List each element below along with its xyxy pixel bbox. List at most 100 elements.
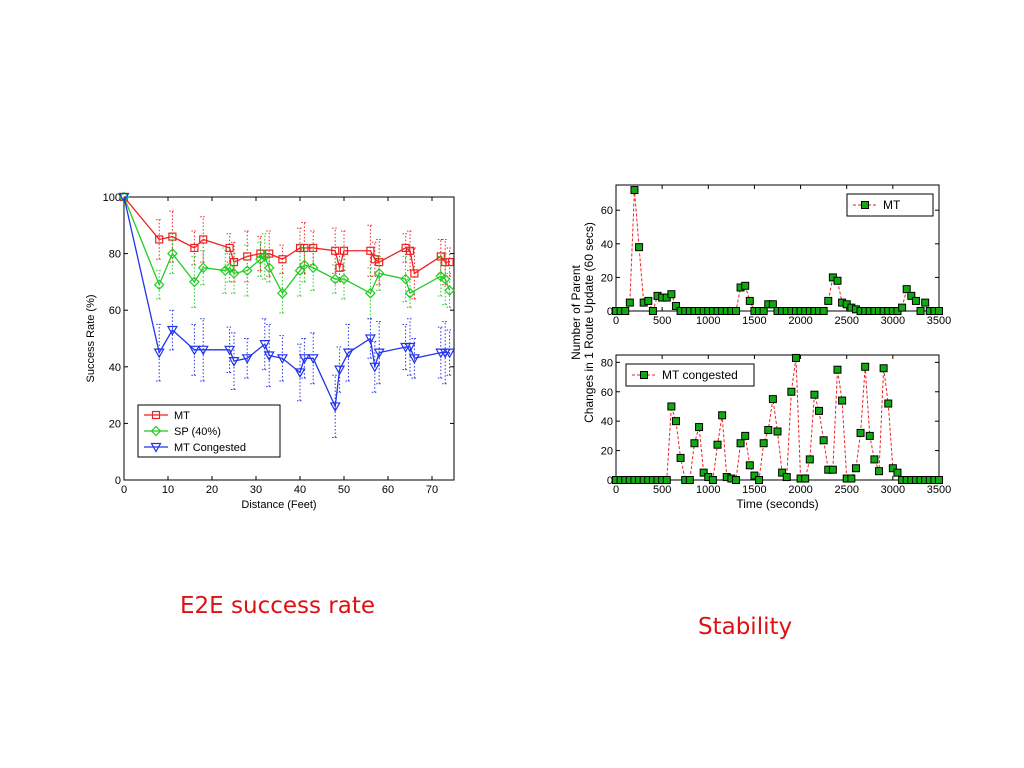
series-mt-congested bbox=[118, 192, 456, 439]
data-point bbox=[190, 243, 199, 253]
legend-box bbox=[625, 363, 755, 387]
stability-top-ytick-label: 0 bbox=[607, 306, 613, 318]
data-point bbox=[229, 257, 239, 267]
stability-bottom-xtick-label: 500 bbox=[653, 484, 671, 496]
stability-bottom-ytick-label: 0 bbox=[607, 475, 613, 487]
data-point bbox=[851, 464, 860, 473]
stability-chart: 0 500 1000 1500 2000 2500 3000 3500 0 20 40 60 MT 0 50… bbox=[569, 184, 951, 511]
data-point bbox=[893, 468, 902, 477]
data-point bbox=[888, 464, 897, 473]
data-point bbox=[307, 354, 319, 365]
stability-top-ytick-label: 40 bbox=[601, 239, 613, 251]
data-point bbox=[338, 273, 350, 285]
data-point bbox=[815, 406, 824, 415]
stability-top-xtick-label: 500 bbox=[653, 315, 671, 327]
data-point bbox=[921, 298, 930, 307]
stability-top-xtick-label: 3500 bbox=[927, 315, 951, 327]
series-mt bbox=[119, 192, 454, 300]
data-point bbox=[339, 246, 349, 255]
data-point bbox=[400, 273, 411, 285]
legend-marker bbox=[640, 371, 648, 379]
data-point bbox=[199, 235, 208, 244]
success-xtick-label: 0 bbox=[121, 484, 127, 496]
success-xtick-label: 70 bbox=[426, 484, 438, 496]
data-point bbox=[259, 251, 271, 262]
data-point bbox=[189, 276, 200, 288]
data-point bbox=[875, 467, 884, 476]
data-point bbox=[366, 246, 375, 255]
success-xtick-label: 60 bbox=[382, 484, 394, 496]
data-point bbox=[276, 354, 288, 365]
data-point bbox=[644, 296, 653, 305]
data-point bbox=[405, 246, 415, 255]
stability-top-xtick-label: 2000 bbox=[788, 315, 812, 327]
data-point bbox=[404, 342, 416, 353]
data-point bbox=[334, 365, 346, 376]
series-line bbox=[123, 196, 450, 409]
data-point bbox=[335, 263, 344, 272]
data-point bbox=[819, 307, 828, 315]
success-xtick-label: 20 bbox=[206, 484, 218, 496]
data-point bbox=[278, 255, 287, 264]
data-point bbox=[294, 265, 306, 276]
data-point bbox=[439, 273, 451, 285]
data-point bbox=[671, 417, 680, 426]
data-point bbox=[153, 348, 165, 359]
data-point bbox=[731, 307, 740, 315]
data-point bbox=[695, 423, 704, 432]
legend-label: MT congested bbox=[662, 368, 738, 382]
legend-marker bbox=[861, 201, 869, 209]
stability-bottom-legend: MT congested bbox=[625, 363, 755, 387]
legend-marker bbox=[150, 425, 162, 437]
data-point bbox=[621, 307, 630, 315]
data-point bbox=[444, 285, 455, 296]
data-point bbox=[277, 287, 288, 299]
success-legend: MT SP (40%) MT Congested bbox=[137, 404, 281, 458]
caption-e2e-success-rate: E2E success rate bbox=[180, 593, 376, 619]
data-point bbox=[219, 265, 231, 276]
stability-bottom-ytick-label: 80 bbox=[601, 357, 613, 369]
data-point bbox=[745, 461, 754, 470]
series-line bbox=[123, 196, 451, 295]
stability-top-xtick-label: 3000 bbox=[881, 315, 905, 327]
data-point bbox=[824, 296, 833, 305]
series-mt bbox=[612, 186, 943, 315]
stability-bottom-xtick-label: 3500 bbox=[927, 484, 951, 496]
legend-box bbox=[846, 193, 934, 217]
stability-bottom-xtick-label: 3000 bbox=[881, 484, 905, 496]
success-x-axis-label: Distance (Feet) bbox=[241, 499, 316, 511]
stability-y-axis-label-line1: Number of Parent bbox=[569, 264, 583, 359]
legend-label: MT bbox=[174, 410, 190, 422]
stability-top-ytick-label: 60 bbox=[601, 205, 613, 217]
data-point bbox=[708, 476, 717, 484]
data-point bbox=[819, 436, 828, 445]
data-point bbox=[685, 476, 694, 484]
stability-bottom-xtick-label: 0 bbox=[613, 484, 619, 496]
data-point bbox=[810, 390, 819, 399]
data-point bbox=[167, 248, 178, 259]
data-point bbox=[259, 340, 271, 350]
data-point bbox=[847, 474, 856, 483]
data-point bbox=[902, 285, 911, 294]
stability-top-xtick-label: 0 bbox=[613, 315, 619, 327]
data-point bbox=[373, 268, 385, 279]
data-point bbox=[294, 368, 306, 379]
data-point bbox=[773, 427, 782, 436]
caption-stability: Stability bbox=[698, 614, 793, 640]
legend-label: MT Congested bbox=[174, 442, 246, 454]
data-point bbox=[370, 255, 379, 264]
data-point bbox=[408, 354, 420, 365]
data-point bbox=[713, 440, 722, 449]
data-point bbox=[445, 257, 454, 267]
stability-bottom-xtick-label: 2000 bbox=[788, 484, 812, 496]
stability-top-legend: MT bbox=[846, 193, 934, 217]
data-point bbox=[263, 351, 275, 362]
success-xtick-label: 30 bbox=[250, 484, 262, 496]
data-point bbox=[410, 269, 419, 278]
data-point bbox=[898, 303, 907, 312]
data-point bbox=[736, 439, 745, 448]
legend-marker bbox=[151, 410, 161, 420]
data-point bbox=[364, 334, 376, 345]
data-point bbox=[676, 453, 685, 462]
stability-bottom-plot-frame bbox=[615, 354, 940, 481]
